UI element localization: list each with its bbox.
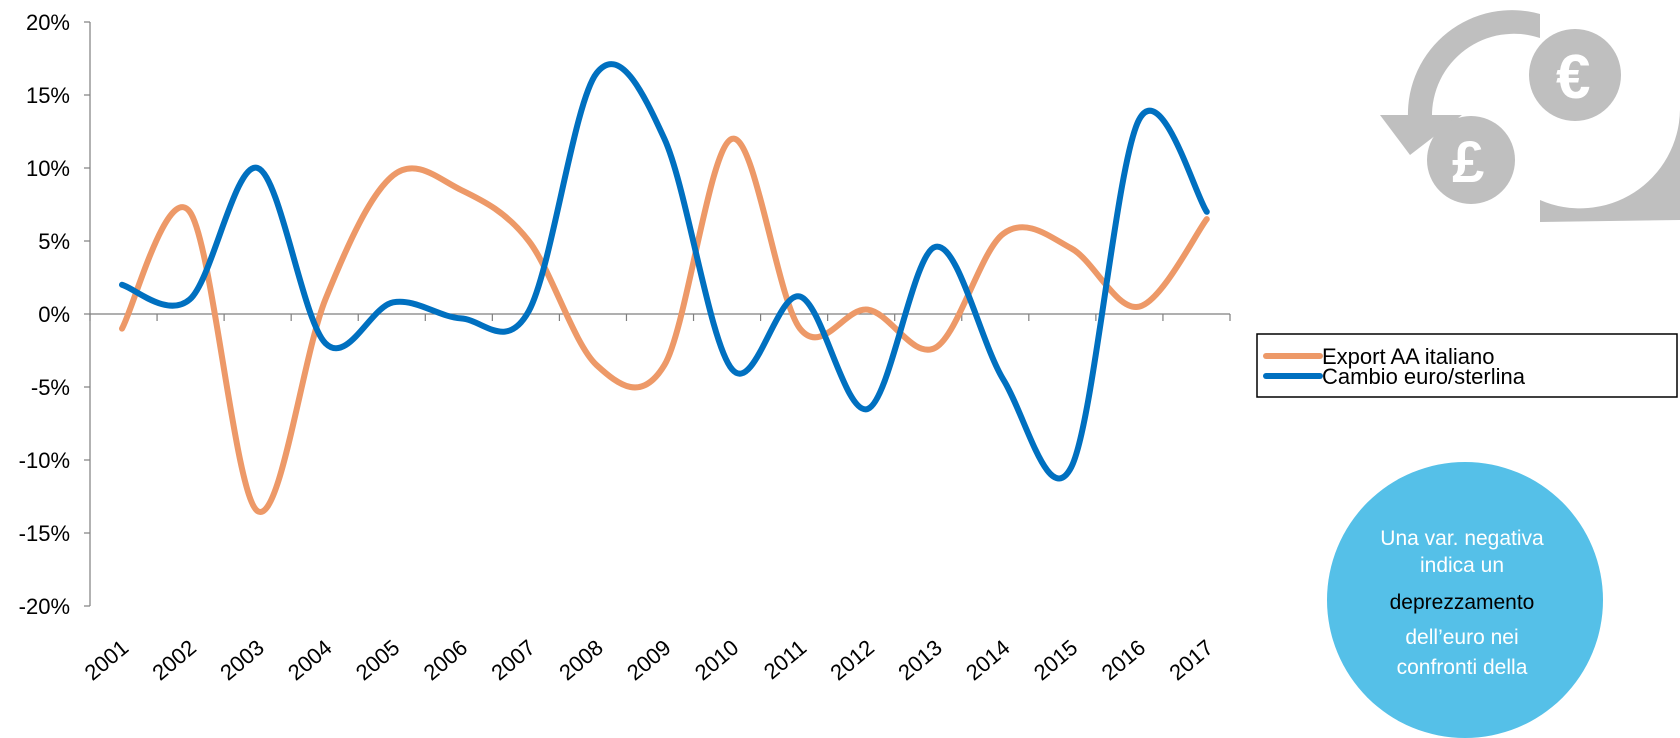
y-tick-label: 5% bbox=[38, 229, 70, 254]
currency-exchange-icon: € £ bbox=[1380, 10, 1680, 222]
series-line-cambio bbox=[119, 61, 1210, 482]
x-tick-label: 2009 bbox=[622, 635, 676, 686]
note-line-4: dell’euro nei bbox=[1405, 626, 1518, 649]
x-tick-label: 2002 bbox=[147, 635, 201, 686]
legend: Export AA italiano Cambio euro/sterlina bbox=[1256, 333, 1678, 398]
x-tick-label: 2010 bbox=[690, 635, 744, 686]
note-line-3: deprezzamento bbox=[1390, 591, 1535, 614]
legend-box bbox=[1256, 333, 1678, 398]
x-tick-label: 2017 bbox=[1164, 635, 1218, 686]
note-line-5: confronti della bbox=[1397, 656, 1528, 679]
note-circle bbox=[1327, 462, 1603, 738]
y-tick-label: 0% bbox=[38, 302, 70, 327]
x-tick-label: 2001 bbox=[80, 635, 134, 686]
x-tick-label: 2004 bbox=[283, 635, 337, 686]
note-bubble: Una var. negativa indica un deprezzament… bbox=[1327, 462, 1603, 738]
exchange-arrow-lower-icon bbox=[1540, 110, 1680, 222]
legend-label-cambio: Cambio euro/sterlina bbox=[1322, 364, 1526, 389]
y-tick-label: -10% bbox=[19, 448, 70, 473]
x-tick-label: 2015 bbox=[1029, 635, 1083, 686]
x-tick-label: 2016 bbox=[1097, 635, 1151, 686]
y-tick-label: 15% bbox=[26, 83, 70, 108]
x-tick-label: 2014 bbox=[961, 635, 1015, 686]
y-tick-label: -15% bbox=[19, 521, 70, 546]
legend-label-export: Export AA italiano bbox=[1322, 344, 1494, 369]
pound-symbol: £ bbox=[1452, 130, 1484, 195]
euro-symbol: € bbox=[1556, 43, 1590, 112]
note-line-1: Una var. negativa bbox=[1380, 527, 1544, 550]
series-line-export bbox=[119, 135, 1210, 515]
axes: -20% -15% -10% -5% 0% 5% 10% 15% 20% 2001 2002 2003… bbox=[19, 10, 1231, 686]
exchange-arrow-upper-icon bbox=[1407, 10, 1540, 118]
x-tick-label: 2006 bbox=[419, 635, 473, 686]
x-tick-label: 2011 bbox=[759, 635, 811, 685]
exchange-arrowhead-icon bbox=[1380, 115, 1462, 155]
x-tick-label: 2013 bbox=[893, 635, 947, 686]
x-tick-label: 2008 bbox=[554, 635, 608, 686]
note-line-2: indica un bbox=[1420, 554, 1504, 577]
y-tick-label: -20% bbox=[19, 594, 70, 619]
x-tick-label: 2003 bbox=[215, 635, 269, 686]
x-tick-label: 2012 bbox=[825, 635, 879, 686]
y-tick-label: -5% bbox=[31, 375, 70, 400]
x-tick-label: 2007 bbox=[486, 635, 540, 686]
x-tick-label: 2005 bbox=[351, 635, 405, 686]
y-tick-label: 10% bbox=[26, 156, 70, 181]
pound-coin-icon bbox=[1427, 116, 1515, 204]
y-tick-label: 20% bbox=[26, 10, 70, 35]
series-layer bbox=[119, 61, 1210, 515]
euro-coin-icon bbox=[1529, 29, 1621, 121]
